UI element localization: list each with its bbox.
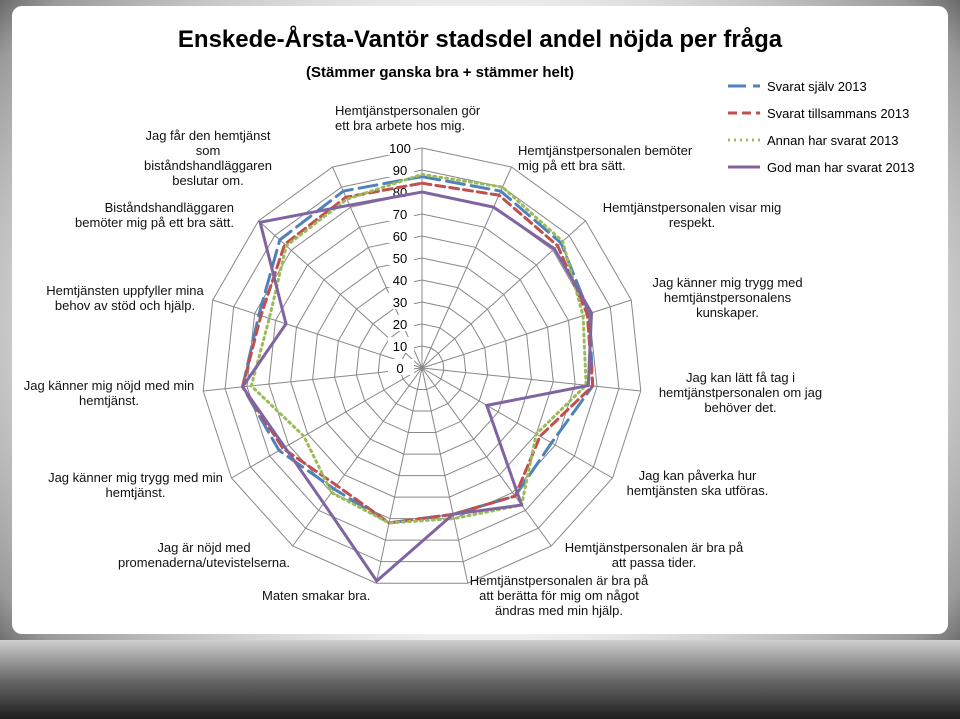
spoke (332, 166, 423, 369)
legend-label: Svarat själv 2013 (767, 79, 867, 94)
legend-label: God man har svarat 2013 (767, 160, 914, 175)
spoke (421, 367, 552, 547)
category-label: Jag kan lätt få tag i hemtjänstpersonale… (658, 370, 823, 415)
category-label: Hemtjänstpersonalen bemöter mig på ett b… (518, 143, 693, 173)
spoke (421, 299, 632, 369)
tick-label-bg (388, 227, 414, 243)
category-label: Hemtjänstpersonalen visar mig respekt. (602, 200, 782, 230)
panel (12, 6, 948, 634)
chart-title: Enskede-Årsta-Vantör stadsdel andel nöjd… (178, 25, 783, 53)
legend-label: Annan har svarat 2013 (767, 133, 899, 148)
category-label: Hemtjänstpersonalen gör ett bra arbete h… (335, 103, 481, 133)
tick-label-bg (388, 205, 414, 221)
category-label: Hemtjänsten uppfyller mina behov av stöd… (46, 283, 204, 313)
series-line (240, 181, 595, 525)
tick-label-bg (388, 139, 414, 155)
spoke (292, 367, 423, 547)
category-label: Jag kan påverka hur hemtjänsten ska utfö… (626, 468, 769, 498)
category-label: Hemtjänstpersonalen är bra på att passa … (564, 540, 744, 570)
spoke (421, 367, 613, 479)
grid-ring (290, 235, 554, 498)
spoke (421, 367, 469, 584)
spoke (231, 367, 423, 479)
tick-label: 20 (393, 317, 407, 332)
category-label: Jag är nöjd med promenaderna/utevistelse… (118, 540, 290, 570)
grid-ring (355, 301, 489, 434)
category-label: Jag känner mig trygg med min hemtjänst. (48, 470, 223, 500)
tick-label: 70 (393, 207, 407, 222)
category-label: Jag får den hemtjänst som biståndshandlä… (144, 128, 272, 188)
tick-label: 40 (393, 273, 407, 288)
tick-label-bg (388, 249, 414, 265)
grid-ring (333, 279, 511, 455)
tick-label: 0 (396, 361, 403, 376)
tick-label: 90 (393, 163, 407, 178)
spoke (203, 367, 423, 392)
tick-label-bg (388, 337, 414, 353)
grid-ring (202, 147, 642, 584)
series-line (241, 175, 595, 525)
legend-label: Svarat tillsammans 2013 (767, 106, 909, 121)
tick-label-bg (388, 315, 414, 331)
grid-ring (224, 169, 620, 563)
tick-label-bg (388, 293, 414, 309)
tick-label: 100 (389, 141, 411, 156)
grid-ring (377, 323, 467, 412)
chart-subtitle: (Stämmer ganska bra + stämmer helt) (306, 64, 574, 81)
tick-label: 50 (393, 251, 407, 266)
grid-ring (312, 257, 532, 477)
spoke (375, 367, 423, 584)
tick-label: 30 (393, 295, 407, 310)
category-label: Jag känner mig trygg med hemtjänstperson… (652, 275, 803, 320)
series-line (240, 190, 594, 584)
tick-label-bg (388, 161, 414, 177)
category-label: Jag känner mig nöjd med min hemtjänst. (23, 378, 195, 408)
category-label: Hemtjänstpersonalen är bra på att berätt… (469, 573, 649, 618)
tick-label-bg (388, 271, 414, 287)
category-label: Biståndshandläggaren bemöter mig på ett … (75, 200, 234, 230)
spoke (421, 166, 512, 369)
category-label: Maten smakar bra. (262, 588, 371, 603)
spoke (421, 367, 641, 392)
tick-label-bg (388, 359, 414, 375)
tick-label: 10 (393, 339, 407, 354)
footer-band (0, 640, 960, 719)
spoke (212, 299, 423, 369)
grid-ring (399, 345, 445, 391)
tick-label: 60 (393, 229, 407, 244)
